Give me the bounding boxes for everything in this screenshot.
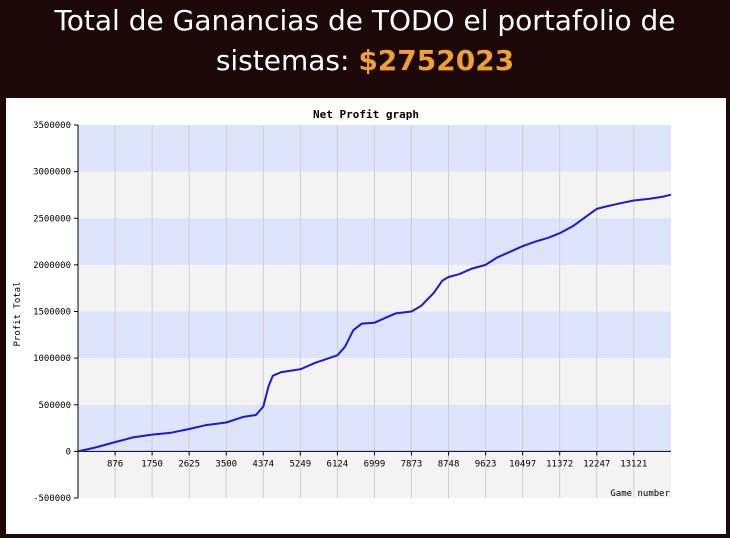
x-tick-label: 876: [107, 459, 123, 469]
y-tick-label: 0: [66, 447, 71, 457]
x-tick-label: 6999: [364, 459, 386, 469]
x-tick-label: 3500: [215, 459, 237, 469]
header-title-line2: sistemas: $2752023: [0, 44, 730, 77]
y-tick-label: 2000000: [33, 261, 71, 271]
y-tick-label: 1500000: [33, 308, 71, 318]
y-tick-label: 3000000: [33, 168, 71, 178]
chart-panel: 3500000 3000000 2500000 2000000 1500000 10000…: [6, 98, 726, 534]
page-header: Total de Ganancias de TODO el portafolio…: [0, 0, 730, 92]
header-title-prefix: sistemas:: [215, 44, 359, 77]
x-tick-label: 4374: [252, 459, 274, 469]
x-tick-label: 9623: [475, 459, 497, 469]
y-tick-label: 2500000: [33, 214, 71, 224]
x-tick-label: 5249: [289, 459, 311, 469]
header-title-line1: Total de Ganancias de TODO el portafolio…: [54, 4, 676, 37]
x-axis-label: Game number: [610, 489, 670, 499]
x-tick-label: 6124: [327, 459, 349, 469]
y-tick-label: -500000: [33, 494, 71, 504]
net-profit-chart: 3500000 3000000 2500000 2000000 1500000 10000…: [13, 108, 672, 504]
x-tick-label: 11372: [546, 459, 573, 469]
y-tick-label: 1000000: [33, 354, 71, 364]
x-tick-label: 10497: [509, 459, 536, 469]
x-tick-label: 7873: [401, 459, 423, 469]
y-axis-label: Profit Total: [13, 281, 23, 346]
x-tick-label: 2625: [178, 459, 200, 469]
y-tick-label: 3500000: [33, 121, 71, 131]
x-tick-label: 8748: [438, 459, 460, 469]
profit-series-line: [77, 193, 672, 453]
x-tick-label: 12247: [583, 459, 610, 469]
chart-title: Net Profit graph: [313, 108, 419, 121]
y-tick-label: 500000: [38, 401, 71, 411]
x-tick-label: 13121: [620, 459, 647, 469]
total-profit-amount: $2752023: [358, 44, 515, 77]
x-tick-label: 1750: [141, 459, 163, 469]
